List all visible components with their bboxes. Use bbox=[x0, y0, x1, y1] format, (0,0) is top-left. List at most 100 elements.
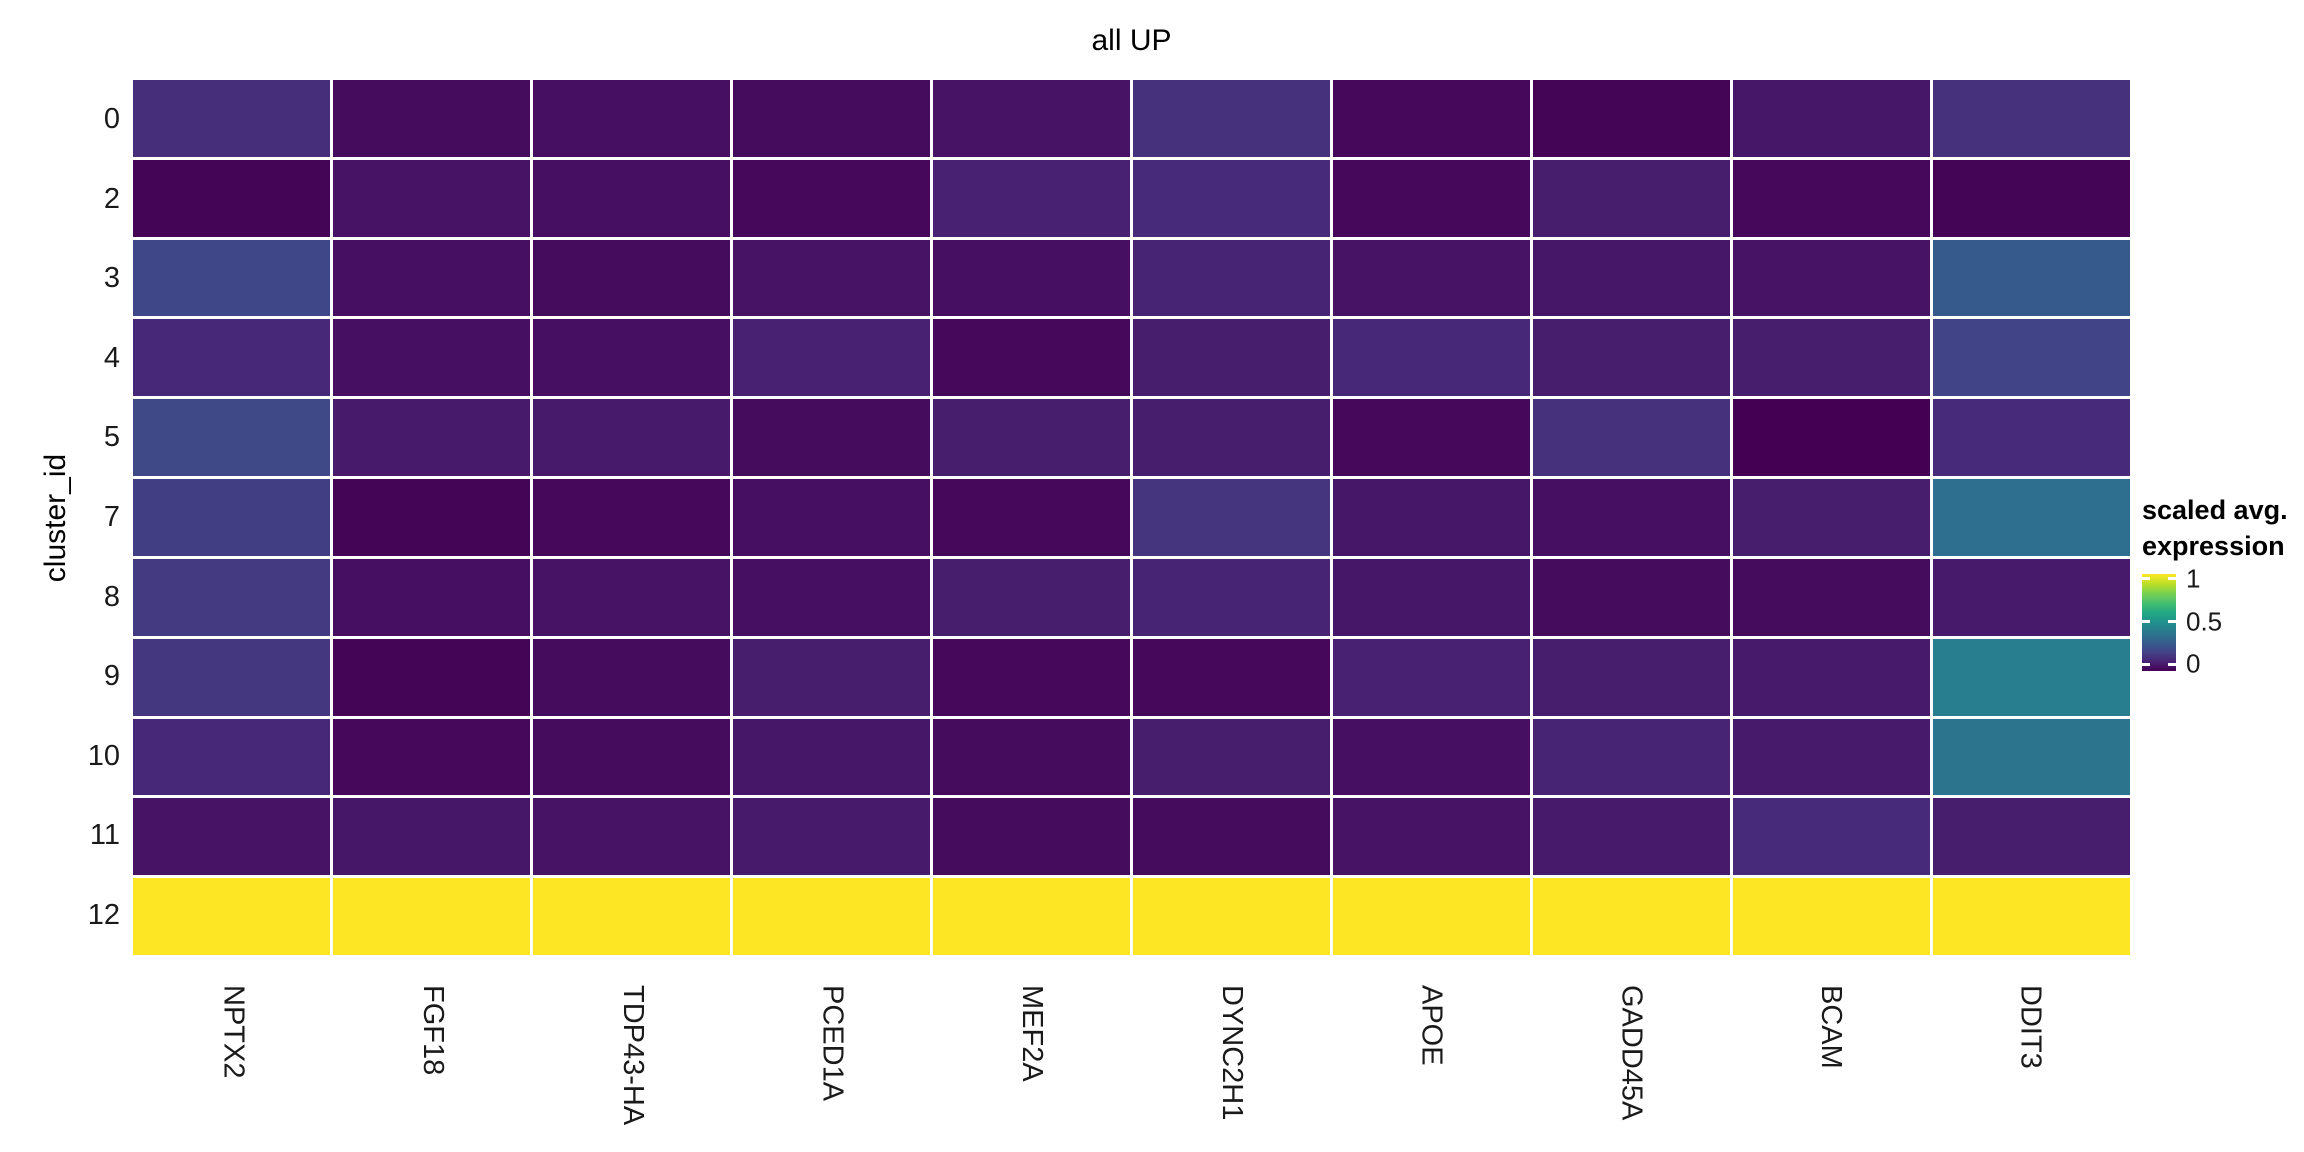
heatmap-cell bbox=[1933, 399, 2130, 477]
y-axis-tick-labels: 0 2 3 4 5 7 8 9 10 11 12 bbox=[0, 80, 120, 955]
x-tick-label: APOE bbox=[1415, 985, 1448, 1066]
heatmap-cell bbox=[533, 479, 730, 556]
heatmap-cell bbox=[533, 638, 730, 716]
heatmap-cell bbox=[333, 638, 530, 716]
heatmap-cell bbox=[1133, 558, 1330, 636]
heatmap-cell bbox=[733, 399, 930, 477]
heatmap-cell bbox=[1933, 718, 2130, 796]
legend-title-line1: scaled avg. bbox=[2142, 495, 2288, 525]
y-tick-label: 0 bbox=[103, 103, 120, 136]
heatmap-cell bbox=[1133, 159, 1330, 237]
legend-tick-label: 0 bbox=[2186, 648, 2201, 679]
heatmap-cell bbox=[333, 399, 530, 477]
heatmap-cell bbox=[933, 239, 1130, 317]
y-tick-label: 8 bbox=[103, 580, 120, 613]
y-tick-label: 4 bbox=[103, 341, 120, 374]
heatmap-cell bbox=[333, 798, 530, 876]
heatmap-cell bbox=[733, 798, 930, 876]
heatmap-cell bbox=[933, 319, 1130, 397]
heatmap-cell bbox=[1933, 798, 2130, 876]
heatmap-cell bbox=[1533, 479, 1730, 556]
heatmap-cell bbox=[133, 319, 330, 397]
heatmap-cell bbox=[1933, 558, 2130, 636]
heatmap-cell bbox=[1533, 878, 1730, 955]
heatmap-cell bbox=[133, 239, 330, 317]
heatmap-cell bbox=[1333, 638, 1530, 716]
heatmap-cell bbox=[1533, 638, 1730, 716]
heatmap-cell bbox=[133, 479, 330, 556]
heatmap-cell bbox=[1733, 319, 1930, 397]
legend-tick-label: 0.5 bbox=[2186, 606, 2223, 637]
heatmap-cell bbox=[1933, 319, 2130, 397]
heatmap-cell bbox=[533, 878, 730, 955]
heatmap-cell bbox=[933, 479, 1130, 556]
heatmap-cell bbox=[533, 399, 730, 477]
x-tick-label: GADD45A bbox=[1615, 985, 1648, 1121]
heatmap-cell bbox=[333, 159, 530, 237]
heatmap-cell bbox=[733, 479, 930, 556]
heatmap-cell bbox=[1533, 319, 1730, 397]
heatmap-cell bbox=[1733, 239, 1930, 317]
heatmap-cell bbox=[733, 638, 930, 716]
legend-tick-mark bbox=[2168, 620, 2176, 624]
heatmap-cell bbox=[1333, 718, 1530, 796]
heatmap-cell bbox=[133, 159, 330, 237]
heatmap-cell bbox=[1933, 878, 2130, 955]
chart-title: all UP bbox=[1091, 24, 1172, 57]
heatmap-cell bbox=[1733, 558, 1930, 636]
heatmap-cell bbox=[933, 558, 1130, 636]
heatmap-cell bbox=[1133, 319, 1330, 397]
heatmap-cell bbox=[1333, 479, 1530, 556]
heatmap-cell bbox=[1933, 479, 2130, 556]
x-tick-label: NPTX2 bbox=[217, 985, 250, 1079]
heatmap-cell bbox=[1333, 239, 1530, 317]
x-tick-label: TDP43-HA bbox=[616, 985, 649, 1126]
heatmap-cell bbox=[1733, 479, 1930, 556]
heatmap-cell bbox=[533, 558, 730, 636]
heatmap-cell bbox=[1133, 399, 1330, 477]
x-tick-label: FGF18 bbox=[417, 985, 450, 1076]
heatmap-cell bbox=[1933, 159, 2130, 237]
heatmap-cell bbox=[933, 718, 1130, 796]
y-tick-label: 5 bbox=[103, 421, 120, 454]
y-tick-label: 3 bbox=[103, 262, 120, 295]
heatmap-panel bbox=[133, 80, 2130, 955]
heatmap-cell bbox=[1733, 638, 1930, 716]
heatmap-cell bbox=[1333, 558, 1530, 636]
heatmap-cell bbox=[133, 718, 330, 796]
heatmap-cell bbox=[533, 319, 730, 397]
heatmap-cell bbox=[1733, 159, 1930, 237]
heatmap-cell bbox=[333, 558, 530, 636]
heatmap-cell bbox=[133, 798, 330, 876]
heatmap-cell bbox=[1933, 80, 2130, 157]
heatmap-cell bbox=[1533, 399, 1730, 477]
heatmap-cell bbox=[533, 718, 730, 796]
y-tick-label: 7 bbox=[103, 501, 120, 533]
y-tick-label: 2 bbox=[103, 182, 120, 215]
heatmap-cell bbox=[1533, 80, 1730, 157]
heatmap-cell bbox=[733, 718, 930, 796]
heatmap-cell bbox=[1533, 718, 1730, 796]
heatmap-cell bbox=[533, 80, 730, 157]
heatmap-cell bbox=[933, 399, 1130, 477]
heatmap-cell bbox=[133, 80, 330, 157]
legend: scaled avg. expression 1 0.5 0 bbox=[2142, 492, 2288, 679]
legend-colorbar-wrap: 1 0.5 0 bbox=[2142, 563, 2222, 679]
legend-tick-mark bbox=[2168, 662, 2176, 666]
heatmap-cell bbox=[333, 239, 530, 317]
heatmap-cell bbox=[1133, 479, 1330, 556]
legend-title-line2: expression bbox=[2142, 531, 2285, 561]
heatmap-cell bbox=[733, 878, 930, 955]
heatmap-cell bbox=[333, 319, 530, 397]
heatmap-cell bbox=[733, 319, 930, 397]
heatmap-cell bbox=[333, 479, 530, 556]
heatmap-cell bbox=[1333, 319, 1530, 397]
heatmap-cell bbox=[1333, 399, 1530, 477]
heatmap-cell bbox=[1133, 718, 1330, 796]
y-tick-label: 11 bbox=[89, 819, 120, 852]
heatmap-cell bbox=[1733, 798, 1930, 876]
legend-tick-mark bbox=[2168, 577, 2176, 581]
heatmap-cell bbox=[133, 878, 330, 955]
x-tick-label: DDIT3 bbox=[2014, 985, 2047, 1069]
heatmap-cell bbox=[1533, 159, 1730, 237]
